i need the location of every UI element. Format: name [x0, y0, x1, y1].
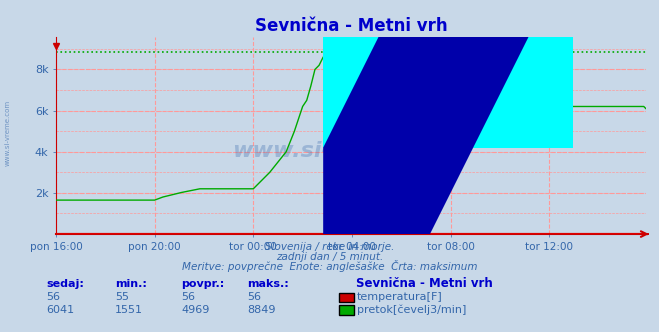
Text: 8849: 8849	[247, 305, 275, 315]
Text: www.si-vreme.com: www.si-vreme.com	[5, 100, 11, 166]
Polygon shape	[323, 0, 573, 332]
Text: temperatura[F]: temperatura[F]	[357, 292, 443, 302]
Text: min.:: min.:	[115, 279, 147, 289]
Text: 1551: 1551	[115, 305, 143, 315]
Text: 56: 56	[46, 292, 60, 302]
Text: 56: 56	[247, 292, 261, 302]
Text: Sevnična - Metni vrh: Sevnična - Metni vrh	[356, 277, 493, 290]
Text: povpr.:: povpr.:	[181, 279, 225, 289]
Title: Sevnična - Metni vrh: Sevnična - Metni vrh	[254, 17, 447, 35]
Text: 55: 55	[115, 292, 129, 302]
Polygon shape	[323, 0, 573, 148]
Text: Slovenija / reke in morje.: Slovenija / reke in morje.	[265, 242, 394, 252]
Text: 56: 56	[181, 292, 195, 302]
Text: www.si-vreme.com: www.si-vreme.com	[232, 141, 470, 161]
Text: pretok[čevelj3/min]: pretok[čevelj3/min]	[357, 304, 467, 315]
Text: zadnji dan / 5 minut.: zadnji dan / 5 minut.	[276, 252, 383, 262]
Text: maks.:: maks.:	[247, 279, 289, 289]
Text: 4969: 4969	[181, 305, 210, 315]
Text: Meritve: povprečne  Enote: anglešaške  Črta: maksimum: Meritve: povprečne Enote: anglešaške Črt…	[182, 260, 477, 272]
Text: sedaj:: sedaj:	[46, 279, 84, 289]
Text: 6041: 6041	[46, 305, 74, 315]
